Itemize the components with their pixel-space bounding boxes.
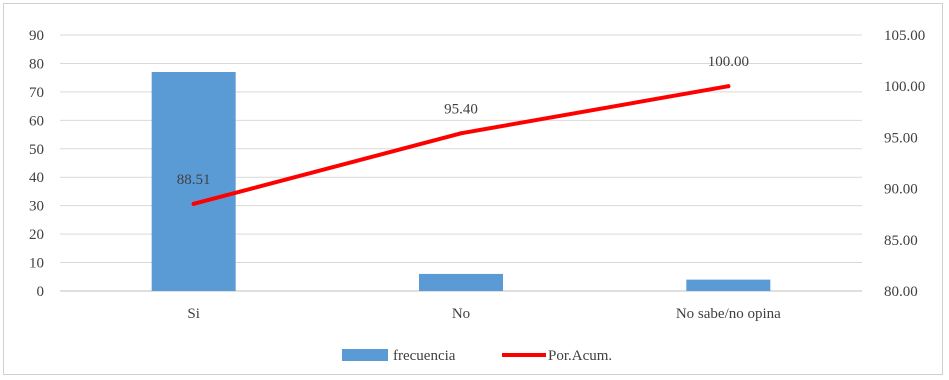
line-point xyxy=(191,201,196,206)
y-right-tick-label: 85.00 xyxy=(884,233,918,249)
bar xyxy=(419,273,503,291)
y-left-tick-label: 50 xyxy=(29,142,44,158)
y-right-tick-label: 105.00 xyxy=(884,28,925,44)
y-left-tick-label: 70 xyxy=(29,85,44,101)
legend-label-frecuencia: frecuencia xyxy=(393,348,456,364)
y-left-tick-label: 20 xyxy=(29,227,44,243)
y-left-tick-label: 90 xyxy=(29,28,44,44)
x-category-label: No sabe/no opina xyxy=(676,306,781,322)
y-left-tick-label: 40 xyxy=(29,170,44,186)
legend-swatch-frecuencia xyxy=(342,349,388,361)
y-left-tick-label: 30 xyxy=(29,199,44,215)
y-left-tick-label: 0 xyxy=(37,284,45,300)
bar xyxy=(686,279,771,291)
line-point xyxy=(459,131,463,136)
y-right-tick-label: 90.00 xyxy=(884,182,918,198)
data-label: 100.00 xyxy=(708,54,749,70)
x-category-label: Si xyxy=(187,306,200,322)
y-left-tick-label: 10 xyxy=(29,256,44,272)
y-right-tick-label: 80.00 xyxy=(884,284,918,300)
y-left-tick-label: 60 xyxy=(29,113,44,129)
y-right-tick-label: 100.00 xyxy=(884,79,925,95)
data-label: 88.51 xyxy=(177,172,211,188)
bar xyxy=(151,71,236,291)
y-right-tick-label: 95.00 xyxy=(884,130,918,146)
x-category-label: No xyxy=(452,306,470,322)
legend-label-por-acum: Por.Acum. xyxy=(548,348,612,364)
line-point xyxy=(726,84,731,89)
data-label: 95.40 xyxy=(444,101,478,117)
y-left-tick-label: 80 xyxy=(29,56,44,72)
